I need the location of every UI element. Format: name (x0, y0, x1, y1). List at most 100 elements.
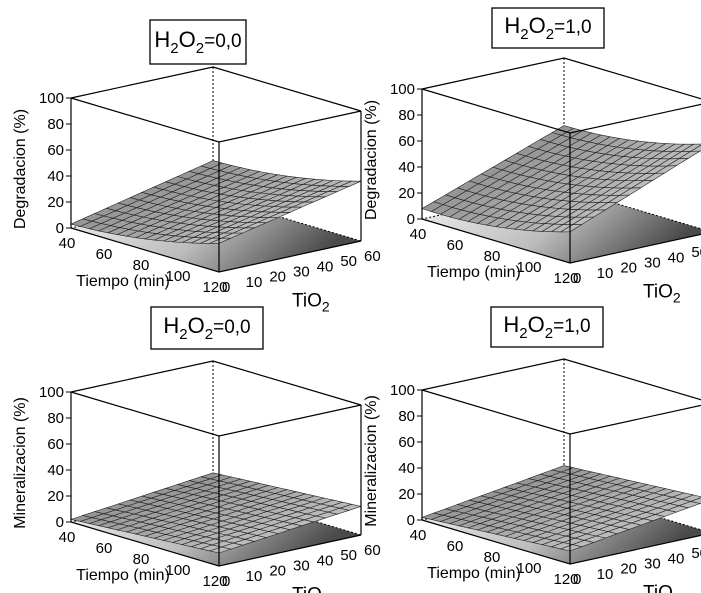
response-surface (421, 125, 701, 233)
y-tick-label: 20 (269, 269, 286, 286)
surface-cell (680, 494, 701, 502)
condition-sub2: 2 (546, 26, 554, 43)
y-axis-title-sub: 2 (322, 299, 330, 315)
z-tick-label: 80 (47, 410, 64, 427)
y-tick-label: 60 (364, 542, 381, 559)
condition-label: H2O2=1,0 (503, 312, 590, 342)
x-tick-label: 80 (133, 257, 150, 274)
x-tick-label: 100 (516, 259, 541, 276)
condition-label: H2O2=1,0 (504, 13, 591, 43)
response-surface (420, 465, 701, 552)
y-tick-label: 10 (246, 568, 263, 585)
z-tick-label: 100 (39, 384, 64, 401)
z-axis-title: Degradacion (%) (12, 109, 29, 229)
z-tick-label: 60 (47, 142, 64, 159)
condition-box (149, 19, 247, 65)
x-tick-label: 60 (447, 538, 464, 555)
x-axis-title: Tiempo (min) (76, 273, 170, 290)
y-tick-label: 20 (269, 563, 286, 580)
z-tick-label: 20 (47, 194, 64, 211)
z-tick-label: 60 (398, 133, 415, 150)
y-tick-label: 50 (691, 244, 701, 261)
y-tick-label: 40 (668, 249, 685, 266)
z-tick-label: 100 (390, 81, 415, 98)
response-surface (70, 160, 362, 244)
y-tick-label: 40 (317, 552, 334, 569)
z-tick-label: 40 (398, 159, 415, 176)
condition-o: O (188, 313, 205, 338)
y-tick-label: 10 (597, 566, 614, 583)
z-axis-title: Mineralizacion (%) (12, 397, 29, 529)
y-tick-label: 50 (340, 547, 357, 564)
z-axis-title: Mineralizacion (%) (363, 395, 380, 527)
x-tick-label: 40 (59, 529, 76, 546)
z-axis-title: Degradacion (%) (363, 100, 380, 220)
condition-label: H2O2=0,0 (163, 313, 250, 343)
x-tick-label: 100 (165, 268, 190, 285)
x-tick-label: 80 (133, 551, 150, 568)
x-tick-label: 120 (553, 571, 578, 588)
y-axis-title-base: TiO (643, 282, 673, 303)
frame-top (421, 358, 701, 435)
y-tick-label: 20 (620, 260, 637, 277)
z-tick-label: 20 (398, 185, 415, 202)
x-axis-title: Tiempo (min) (427, 264, 521, 281)
z-tick-label: 0 (407, 211, 415, 228)
y-tick-label: 50 (340, 253, 357, 270)
y-tick-label: 0 (222, 573, 230, 590)
y-axis-title-base: TiO (643, 583, 673, 593)
z-tick-label: 40 (47, 168, 64, 185)
frame-top (70, 360, 362, 437)
z-tick-label: 80 (398, 107, 415, 124)
z-tick-label: 40 (47, 462, 64, 479)
z-tick-label: 100 (39, 90, 64, 107)
x-tick-label: 40 (410, 226, 427, 243)
y-tick-label: 30 (644, 556, 661, 573)
x-tick-label: 120 (553, 270, 578, 287)
x-tick-label: 80 (484, 549, 501, 566)
y-tick-label: 50 (691, 545, 701, 562)
y-axis-title-base: TiO (292, 291, 322, 312)
x-tick-label: 40 (410, 527, 427, 544)
z-tick-label: 40 (398, 460, 415, 477)
condition-sub2: 2 (545, 325, 553, 342)
y-tick-label: 0 (222, 279, 230, 296)
surface-cell (689, 144, 701, 152)
condition-o: O (529, 13, 546, 38)
x-tick-label: 120 (202, 279, 227, 296)
condition-sub1: 2 (179, 326, 187, 343)
condition-value: =0,0 (213, 317, 251, 338)
x-axis-title: Tiempo (min) (427, 565, 521, 582)
condition-sub1: 2 (170, 40, 178, 57)
condition-o: O (528, 312, 545, 337)
y-tick-label: 40 (668, 550, 685, 567)
y-tick-label: 20 (620, 561, 637, 578)
chart-panel-2: 0204060801004060801001200102030405060Deg… (363, 7, 701, 306)
condition-value: =1,0 (553, 316, 591, 337)
z-tick-label: 80 (47, 116, 64, 133)
y-axis-title-sub: 2 (673, 591, 681, 593)
condition-o: O (179, 27, 196, 52)
condition-sub2: 2 (196, 40, 204, 57)
condition-value: =0,0 (204, 31, 242, 52)
y-axis-title: TiO2 (643, 583, 681, 593)
y-axis-title: TiO2 (292, 291, 330, 315)
condition-box (491, 7, 605, 49)
chart-panel-4: 0204060801004060801001200102030405060Min… (363, 306, 701, 593)
condition-box (150, 306, 264, 350)
z-tick-label: 0 (56, 514, 64, 531)
condition-sub1: 2 (519, 325, 527, 342)
condition-label: H2O2=0,0 (154, 27, 241, 57)
x-tick-label: 100 (165, 562, 190, 579)
condition-h: H (163, 313, 179, 338)
y-axis-title-sub: 2 (673, 290, 681, 306)
y-axis-title: TiO2 (643, 282, 681, 306)
z-tick-label: 20 (398, 486, 415, 503)
y-tick-label: 0 (573, 270, 581, 287)
condition-h: H (503, 312, 519, 337)
y-axis-title-base: TiO (292, 585, 322, 593)
frame-top (70, 66, 362, 143)
